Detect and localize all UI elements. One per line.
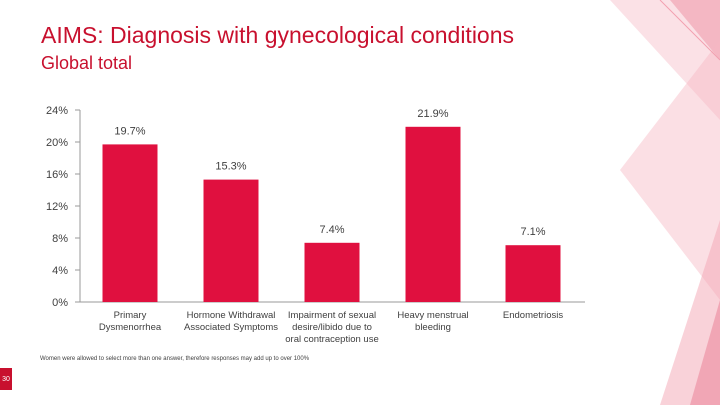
data-label: 21.9% [417,108,448,120]
bar [102,144,158,302]
category-label: bleeding [415,322,451,333]
y-tick-label: 8% [52,233,68,245]
y-tick-label: 12% [46,201,68,213]
y-tick-label: 24% [46,105,68,117]
data-label: 15.3% [215,161,246,173]
slide-subtitle: Global total [41,53,133,73]
category-label: Hormone Withdrawal [187,310,276,321]
category-label: Associated Symptoms [184,322,278,333]
data-label: 19.7% [114,125,145,137]
bar [505,245,561,302]
category-label: Primary [114,310,147,321]
category-label: Dysmenorrhea [99,322,162,333]
slide-title: AIMS: Diagnosis with gynecological condi… [41,22,515,48]
bar [203,179,259,302]
y-tick-label: 16% [46,169,68,181]
category-label: Endometriosis [503,310,563,321]
category-label: Heavy menstrual [397,310,468,321]
data-label: 7.4% [319,224,344,236]
y-tick-label: 20% [46,137,68,149]
category-label: desire/libido due to [292,322,372,333]
decorative-triangles [610,0,720,405]
footnote: Women were allowed to select more than o… [40,356,310,362]
bar [405,126,461,302]
category-label: oral contraception use [285,334,378,345]
bar [304,242,360,302]
category-label: Impairment of sexual [288,310,376,321]
data-label: 7.1% [520,226,545,238]
page-number: 30 [0,368,12,390]
y-tick-label: 4% [52,265,68,277]
y-tick-label: 0% [52,297,68,309]
